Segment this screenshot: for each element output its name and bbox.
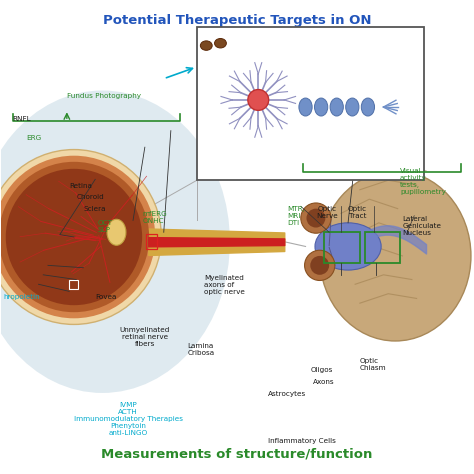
Text: Sclera: Sclera bbox=[83, 206, 106, 212]
Circle shape bbox=[0, 162, 149, 312]
Text: Choroid: Choroid bbox=[76, 194, 104, 201]
Circle shape bbox=[248, 90, 269, 110]
Text: MTR,
MRI
DTI: MTR, MRI DTI bbox=[287, 206, 305, 226]
Text: OCT
SLP: OCT SLP bbox=[98, 220, 113, 234]
Ellipse shape bbox=[330, 98, 343, 116]
Ellipse shape bbox=[201, 41, 212, 50]
Text: Optic
Chiasm: Optic Chiasm bbox=[360, 357, 386, 371]
Ellipse shape bbox=[319, 171, 471, 341]
Bar bbox=[324, 232, 360, 263]
Text: Inflammatory Cells: Inflammatory Cells bbox=[268, 438, 336, 444]
Text: ERG: ERG bbox=[27, 136, 42, 141]
Circle shape bbox=[0, 155, 155, 319]
Text: Fovea: Fovea bbox=[95, 294, 117, 300]
Ellipse shape bbox=[361, 98, 374, 116]
Text: Potential Therapeutic Targets in ON: Potential Therapeutic Targets in ON bbox=[103, 14, 371, 27]
Text: Oligos: Oligos bbox=[310, 367, 333, 373]
Text: hropoietin: hropoietin bbox=[3, 294, 40, 300]
Text: Myelinated
axons of
optic nerve: Myelinated axons of optic nerve bbox=[204, 275, 245, 295]
Bar bbox=[197, 27, 424, 180]
Text: Optic
Tract: Optic Tract bbox=[348, 206, 367, 219]
Text: Fundus Photography: Fundus Photography bbox=[67, 93, 141, 99]
Ellipse shape bbox=[299, 98, 312, 116]
Circle shape bbox=[301, 203, 331, 233]
Text: mfERG
ONHC: mfERG ONHC bbox=[143, 211, 167, 224]
Text: Visual
activity
tests,
pupillometry: Visual activity tests, pupillometry bbox=[400, 168, 446, 195]
Text: Axons: Axons bbox=[313, 379, 334, 385]
Ellipse shape bbox=[315, 98, 328, 116]
Bar bbox=[365, 232, 400, 263]
Text: Astrocytes: Astrocytes bbox=[268, 391, 306, 397]
Circle shape bbox=[307, 209, 325, 228]
Circle shape bbox=[6, 169, 142, 305]
Ellipse shape bbox=[0, 91, 230, 393]
Circle shape bbox=[305, 250, 335, 281]
Text: Optic
Nerve: Optic Nerve bbox=[316, 206, 337, 219]
Ellipse shape bbox=[215, 38, 227, 48]
Ellipse shape bbox=[315, 223, 381, 270]
Bar bbox=[69, 281, 78, 289]
Text: Lamina
Cribosa: Lamina Cribosa bbox=[187, 343, 215, 356]
Text: Measurements of structure/function: Measurements of structure/function bbox=[101, 447, 373, 460]
Circle shape bbox=[310, 256, 329, 275]
Text: RNFL: RNFL bbox=[12, 117, 31, 122]
Text: Retina: Retina bbox=[69, 182, 92, 189]
Text: Unmyelinated
retinal nerve
fibers: Unmyelinated retinal nerve fibers bbox=[119, 327, 170, 347]
Bar bbox=[146, 235, 157, 249]
Ellipse shape bbox=[346, 98, 359, 116]
Text: Lateral
Geniculate
Nucleus: Lateral Geniculate Nucleus bbox=[402, 216, 441, 236]
Circle shape bbox=[0, 150, 161, 324]
Text: IVMP
ACTH
Immunomodulatory Therapies
Phenytoin
anti-LINGO: IVMP ACTH Immunomodulatory Therapies Phe… bbox=[74, 402, 183, 437]
Ellipse shape bbox=[107, 219, 126, 245]
